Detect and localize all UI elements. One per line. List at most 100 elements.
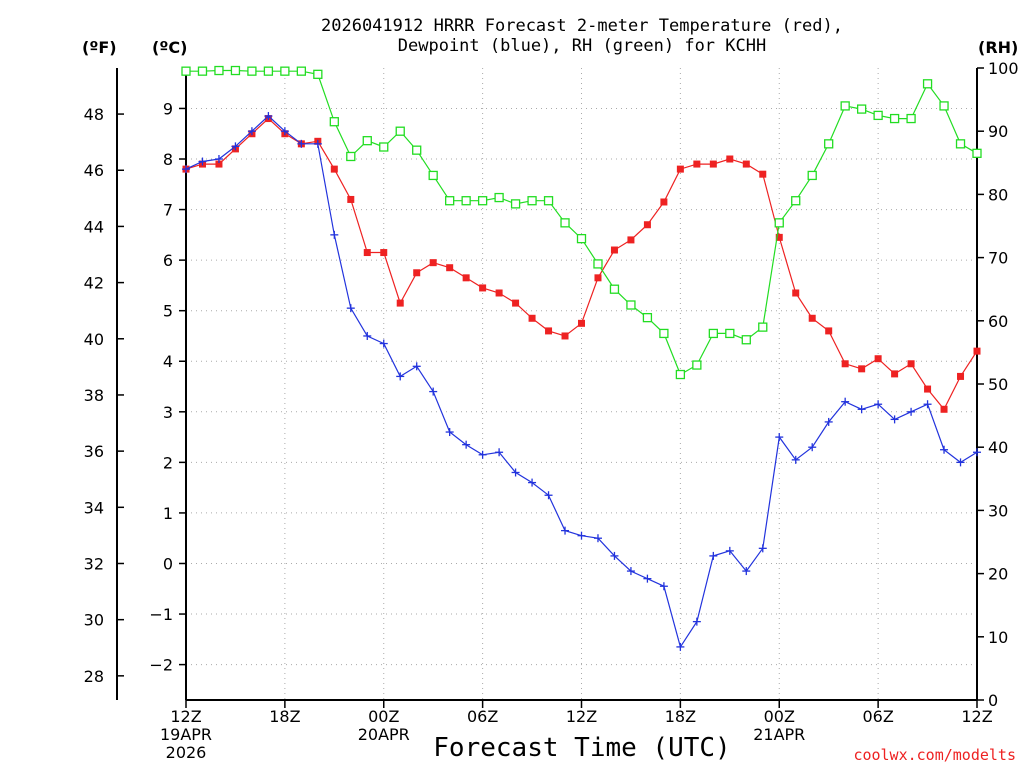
dewpoint-point	[462, 440, 471, 449]
dewpoint-point	[264, 112, 273, 121]
rh-point	[576, 233, 587, 244]
dewpoint-point	[363, 331, 372, 340]
rh-point	[873, 110, 883, 121]
celsius-tick-label: 2	[163, 453, 173, 472]
fahrenheit-tick-label: 36	[84, 442, 104, 461]
temperature-point	[578, 319, 585, 327]
rh-point	[758, 322, 768, 332]
rh-point	[774, 218, 784, 228]
dewpoint-point	[379, 339, 388, 348]
temperature-point	[940, 405, 948, 413]
time-tick-sublabel: 2026	[166, 743, 207, 762]
dewpoint-point	[874, 400, 883, 409]
temperature-point	[874, 355, 882, 363]
fahrenheit-tick-label: 44	[84, 217, 104, 236]
rh-point	[906, 113, 916, 124]
rh-point	[560, 218, 570, 228]
dewpoint-point	[923, 400, 932, 409]
rh-point	[214, 65, 224, 76]
dewpoint-point	[758, 544, 767, 553]
fahrenheit-tick-label: 42	[84, 274, 104, 293]
celsius-tick-label: 9	[163, 99, 173, 118]
dewpoint-point	[429, 387, 438, 396]
rh-point	[543, 196, 554, 206]
dewpoint-point	[907, 407, 916, 416]
rh-point	[362, 136, 372, 146]
rh-point	[593, 259, 603, 269]
dewpoint-point	[791, 455, 800, 464]
rh-point	[428, 170, 438, 181]
temperature-point	[363, 249, 371, 257]
rh-tick-label: 70	[988, 249, 1008, 268]
temperature-point	[512, 299, 520, 307]
rh-point	[263, 66, 274, 76]
temperature-point	[726, 155, 734, 163]
temperature-point	[841, 360, 849, 368]
time-tick-label: 00Z	[368, 707, 399, 726]
temperature-point	[792, 289, 800, 297]
rh-point	[642, 312, 653, 323]
time-tick-sublabel: 20APR	[358, 725, 410, 744]
rh-point	[230, 65, 241, 76]
temperature-point	[594, 274, 602, 282]
rh-point	[181, 66, 191, 76]
temperature-point	[627, 236, 635, 244]
temperature-point	[413, 269, 421, 277]
dewpoint-point	[247, 127, 256, 136]
fahrenheit-unit-label: (ºF)	[82, 38, 117, 57]
temperature-point	[907, 360, 915, 368]
dewpoint-point	[511, 468, 520, 477]
dewpoint-point	[528, 478, 537, 487]
dewpoint-point	[857, 405, 866, 414]
rh-point	[247, 66, 257, 76]
celsius-tick-label: 3	[163, 403, 173, 422]
dewpoint-point	[659, 582, 668, 591]
time-tick-label: 12Z	[961, 707, 992, 726]
temperature-point	[858, 365, 866, 373]
time-tick-label: 18Z	[269, 707, 300, 726]
chart-title-line-1: 2026041912 HRRR Forecast 2-meter Tempera…	[321, 16, 843, 36]
rh-point	[329, 117, 339, 127]
time-tick-label: 18Z	[665, 707, 696, 726]
temperature-point	[479, 284, 487, 292]
dewpoint-point	[890, 415, 899, 424]
dewpoint-point	[544, 491, 553, 500]
rh-point	[708, 328, 718, 339]
rh-point	[445, 196, 455, 206]
temperature-point	[396, 299, 404, 307]
celsius-tick-label: 4	[163, 352, 173, 371]
credit-link[interactable]: coolwx.com/modelts	[853, 746, 1016, 764]
rh-point	[972, 148, 982, 158]
dewpoint-point	[214, 155, 223, 164]
temperature-point	[676, 165, 684, 173]
temperature-point	[693, 160, 701, 168]
celsius-tick-label: 6	[163, 251, 173, 270]
temperature-point	[528, 314, 536, 322]
celsius-tick-label: 7	[163, 201, 173, 220]
temperature-point	[808, 314, 816, 322]
dewpoint-point	[940, 445, 949, 454]
temperature-point	[561, 332, 569, 340]
dewpoint-point	[313, 139, 322, 148]
rh-point	[609, 284, 620, 294]
rh-point	[379, 142, 389, 152]
rh-point	[791, 196, 801, 206]
celsius-tick-label: −2	[149, 656, 173, 675]
fahrenheit-tick-label: 46	[84, 161, 104, 180]
rh-point	[395, 126, 405, 136]
rh-tick-label: 80	[988, 185, 1008, 204]
rh-point	[494, 192, 504, 203]
rh-point	[824, 139, 834, 149]
fahrenheit-tick-label: 40	[84, 330, 104, 349]
dewpoint-point	[775, 433, 784, 442]
dewpoint-point	[692, 617, 701, 626]
axes	[116, 67, 984, 708]
dewpoint-point	[330, 230, 339, 239]
rh-point	[807, 170, 817, 181]
rh-point	[725, 328, 735, 339]
time-tick-label: 12Z	[566, 707, 597, 726]
temperature-point	[495, 289, 503, 297]
dewpoint-point	[808, 443, 817, 452]
rh-point	[955, 139, 966, 149]
